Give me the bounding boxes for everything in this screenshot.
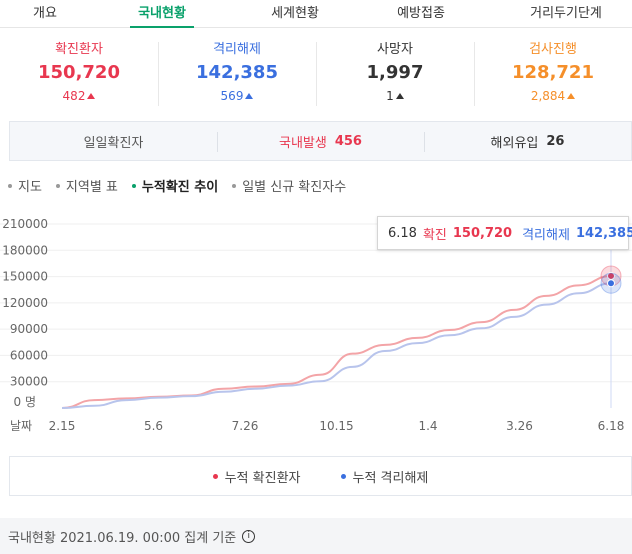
tooltip-date: 6.18 xyxy=(388,225,417,241)
tab-distancing-level[interactable]: 거리두기단계 xyxy=(530,6,602,21)
x-tick-label: 1.4 xyxy=(418,419,437,433)
up-arrow-icon xyxy=(395,93,404,99)
chart-tab-map[interactable]: 지도 xyxy=(8,176,42,195)
chart-tab-map-label: 지도 xyxy=(18,180,42,195)
tab-vaccination[interactable]: 예방접종 xyxy=(397,6,445,21)
stat-deaths-value: 1,997 xyxy=(366,62,424,83)
x-tick-label: 3.26 xyxy=(506,419,533,433)
up-arrow-icon xyxy=(87,93,96,99)
info-icon[interactable]: i xyxy=(242,529,256,543)
footer-text: 국내현황 2021.06.19. 00:00 집계 기준 xyxy=(8,530,237,546)
y-tick-label: 60000 xyxy=(10,348,48,362)
cumulative-trend-chart[interactable]: 30000 60000 90000 120000 150000 180000 210000 0… xyxy=(0,210,632,440)
red-dot-icon xyxy=(212,473,218,479)
chart-tab-daily-new-label: 일별 신규 확진자수 xyxy=(242,180,347,195)
chart-tab-region-table[interactable]: 지역별 표 xyxy=(55,176,118,195)
stat-released-label: 격리해제 xyxy=(213,42,261,57)
chart-lines xyxy=(61,274,612,409)
legend-item-released[interactable]: 누적 격리해제 xyxy=(340,467,429,486)
x-tick-label: 7.26 xyxy=(232,419,259,433)
daily-overseas-value: 26 xyxy=(546,133,565,149)
y-tick-label: 210000 xyxy=(2,217,48,231)
x-tick-label: 2.15 xyxy=(49,419,76,433)
chart-tab-bar: 지도 지역별 표 누적확진 추이 일별 신규 확진자수 xyxy=(8,176,360,195)
chart-tab-daily-new[interactable]: 일별 신규 확진자수 xyxy=(232,176,346,195)
daily-domestic-label: 국내발생 xyxy=(279,135,327,151)
daily-title-text: 일일확진자 xyxy=(83,135,144,151)
stat-testing-delta: 2,884 xyxy=(474,86,632,106)
tab-world[interactable]: 세계현황 xyxy=(271,6,319,21)
stat-released-delta-value: 569 xyxy=(220,89,244,103)
up-arrow-icon xyxy=(245,93,254,99)
stat-deaths: 사망자 1,997 1 xyxy=(316,40,474,110)
bullet-icon xyxy=(131,183,136,188)
daily-overseas-label: 해외유입 xyxy=(490,135,539,151)
stat-deaths-label: 사망자 xyxy=(377,42,413,57)
bullet-icon xyxy=(55,183,60,188)
bullet-icon xyxy=(232,183,237,188)
daily-domestic: 국내발생 456 xyxy=(217,122,424,160)
x-tick-label: 10.15 xyxy=(319,419,353,433)
stat-released-delta: 569 xyxy=(158,86,316,106)
daily-overseas: 해외유입 26 xyxy=(424,122,631,160)
legend-released-label: 누적 격리해제 xyxy=(352,470,429,486)
up-arrow-icon xyxy=(567,93,576,99)
legend-item-confirmed[interactable]: 누적 확진환자 xyxy=(212,467,301,486)
chart-tooltip: 6.18 확진 150,720 격리해제 142,385 xyxy=(377,216,632,250)
x-axis-ticks: 날짜 2.15 5.6 7.26 10.15 1.4 3.26 6.18 xyxy=(10,419,624,433)
bullet-icon xyxy=(8,183,12,188)
x-axis-label: 날짜 xyxy=(10,419,32,433)
chart-legend: 누적 확진환자 누적 격리해제 xyxy=(9,456,632,496)
stat-confirmed-label: 확진환자 xyxy=(55,42,103,57)
y-axis-ticks: 30000 60000 90000 120000 150000 180000 210000 0… xyxy=(2,217,48,409)
stat-deaths-delta-value: 1 xyxy=(386,89,394,103)
released-hover-point xyxy=(607,279,615,288)
chart-grid xyxy=(0,223,632,383)
x-tick-label: 5.6 xyxy=(144,419,163,433)
y-tick-label: 120000 xyxy=(2,296,48,310)
y-tick-label: 150000 xyxy=(2,270,48,284)
tooltip-confirmed-value: 150,720 xyxy=(452,225,513,241)
stat-confirmed-delta-value: 482 xyxy=(62,89,86,103)
stat-testing-label: 검사진행 xyxy=(529,42,577,57)
stat-deaths-delta: 1 xyxy=(316,86,474,106)
chart-hover-markers xyxy=(600,250,622,408)
daily-confirmed-box: 일일확진자 국내발생 456 해외유입 26 xyxy=(9,121,632,161)
chart-tab-cumulative-trend[interactable]: 누적확진 추이 xyxy=(131,176,219,195)
stat-testing-value: 128,721 xyxy=(512,62,594,83)
stat-released-value: 142,385 xyxy=(196,62,278,83)
blue-dot-icon xyxy=(340,473,346,479)
tooltip-released-label: 격리해제 xyxy=(522,227,570,243)
footer-bar: 국내현황 2021.06.19. 00:00 집계 기준 i xyxy=(0,518,632,554)
x-tick-label: 6.18 xyxy=(598,419,625,433)
y-tick-label: 30000 xyxy=(10,375,48,389)
top-tab-bar: 개요 국내현황 세계현황 예방접종 거리두기단계 xyxy=(0,0,632,28)
stat-testing: 검사진행 128,721 2,884 xyxy=(474,40,632,110)
tooltip-confirmed-label: 확진 xyxy=(422,227,447,243)
daily-domestic-value: 456 xyxy=(334,133,362,149)
stat-released: 격리해제 142,385 569 xyxy=(158,40,316,110)
tab-overview[interactable]: 개요 xyxy=(33,6,57,21)
confirmed-series-line xyxy=(61,274,612,409)
released-series-line xyxy=(61,282,612,409)
tooltip-released-value: 142,385 xyxy=(575,225,632,241)
summary-stats: 확진환자 150,720 482 격리해제 142,385 569 사망자 1,… xyxy=(0,40,632,110)
daily-title: 일일확진자 xyxy=(10,122,217,160)
y-zero-label: 0 명 xyxy=(14,395,37,409)
stat-confirmed: 확진환자 150,720 482 xyxy=(0,40,158,110)
chart-tab-cumulative-trend-label: 누적확진 추이 xyxy=(141,180,219,195)
legend-confirmed-label: 누적 확진환자 xyxy=(224,470,301,486)
tab-domestic[interactable]: 국내현황 xyxy=(130,0,194,28)
stat-confirmed-value: 150,720 xyxy=(38,62,120,83)
y-tick-label: 180000 xyxy=(2,243,48,257)
chart-tab-region-table-label: 지역별 표 xyxy=(65,180,118,195)
y-tick-label: 90000 xyxy=(10,322,48,336)
stat-testing-delta-value: 2,884 xyxy=(530,89,566,103)
stat-confirmed-delta: 482 xyxy=(0,86,158,106)
